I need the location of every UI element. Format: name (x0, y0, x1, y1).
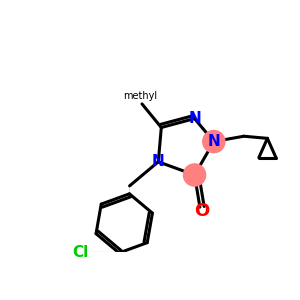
Text: methyl: methyl (123, 92, 157, 101)
Text: Cl: Cl (72, 245, 88, 260)
Circle shape (183, 163, 206, 187)
Text: O: O (194, 202, 210, 220)
Text: N: N (188, 111, 201, 126)
Text: N: N (152, 154, 165, 169)
Circle shape (202, 130, 226, 153)
Text: N: N (208, 134, 220, 149)
